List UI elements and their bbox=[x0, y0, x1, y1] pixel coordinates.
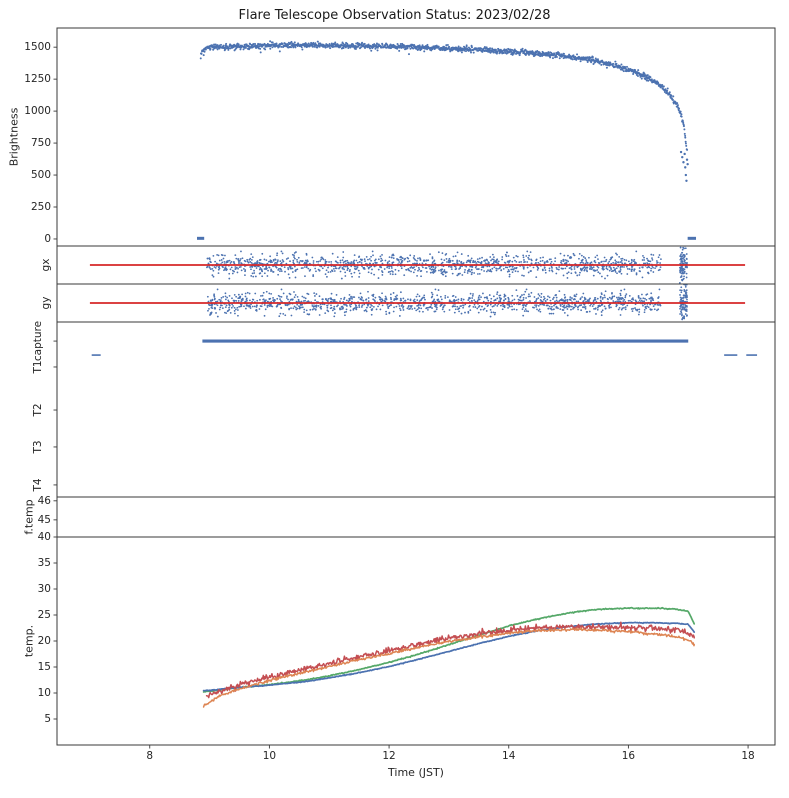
ytick-label-temp-5: 5 bbox=[44, 713, 51, 725]
ytick-label-brightness-750: 750 bbox=[30, 137, 51, 150]
xtick-label-16: 16 bbox=[621, 750, 636, 762]
ylabel-ftemp: f.temp bbox=[22, 499, 36, 535]
row-label-T1: T1 bbox=[32, 360, 44, 374]
xlabel: Time (JST) bbox=[388, 766, 444, 779]
ytick-label-temp-15: 15 bbox=[37, 661, 51, 673]
row-label-T2: T2 bbox=[32, 403, 44, 417]
xtick-label-10: 10 bbox=[262, 750, 277, 762]
ylabel-gx: gx bbox=[40, 258, 52, 272]
xtick-label-8: 8 bbox=[146, 750, 154, 762]
ytick-label-brightness-250: 250 bbox=[30, 201, 51, 213]
row-label-T3: T3 bbox=[32, 440, 44, 454]
ytick-label-temp-10: 10 bbox=[37, 687, 51, 699]
ytick-label-temp-35: 35 bbox=[37, 557, 51, 569]
ytick-label-f-temp-45: 45 bbox=[37, 513, 51, 526]
ylabel-temp: temp. bbox=[22, 624, 36, 658]
ytick-label-f-temp-46: 46 bbox=[37, 494, 51, 507]
ytick-label-temp-25: 25 bbox=[37, 609, 51, 621]
chart-title: Flare Telescope Observation Status: 2023… bbox=[238, 8, 551, 23]
ylabel-gy: gy bbox=[40, 296, 52, 310]
ytick-label-temp-20: 20 bbox=[37, 635, 51, 647]
ytick-label-temp-30: 30 bbox=[37, 583, 51, 595]
xtick-label-12: 12 bbox=[382, 750, 396, 762]
row-label-capture: capture bbox=[32, 320, 44, 362]
ytick-label-brightness-500: 500 bbox=[30, 169, 51, 182]
row-label-T4: T4 bbox=[32, 478, 44, 492]
ytick-label-brightness-1250: 1250 bbox=[24, 73, 51, 86]
xtick-label-18: 18 bbox=[741, 750, 755, 762]
ytick-label-brightness-1500: 1500 bbox=[24, 41, 51, 54]
ytick-label-brightness-1000: 1000 bbox=[24, 105, 51, 118]
xtick-label-14: 14 bbox=[502, 750, 516, 762]
ytick-label-temp-40: 40 bbox=[37, 531, 51, 543]
ytick-label-brightness-0: 0 bbox=[44, 232, 51, 245]
ylabel-brightness: Brightness bbox=[7, 107, 21, 167]
